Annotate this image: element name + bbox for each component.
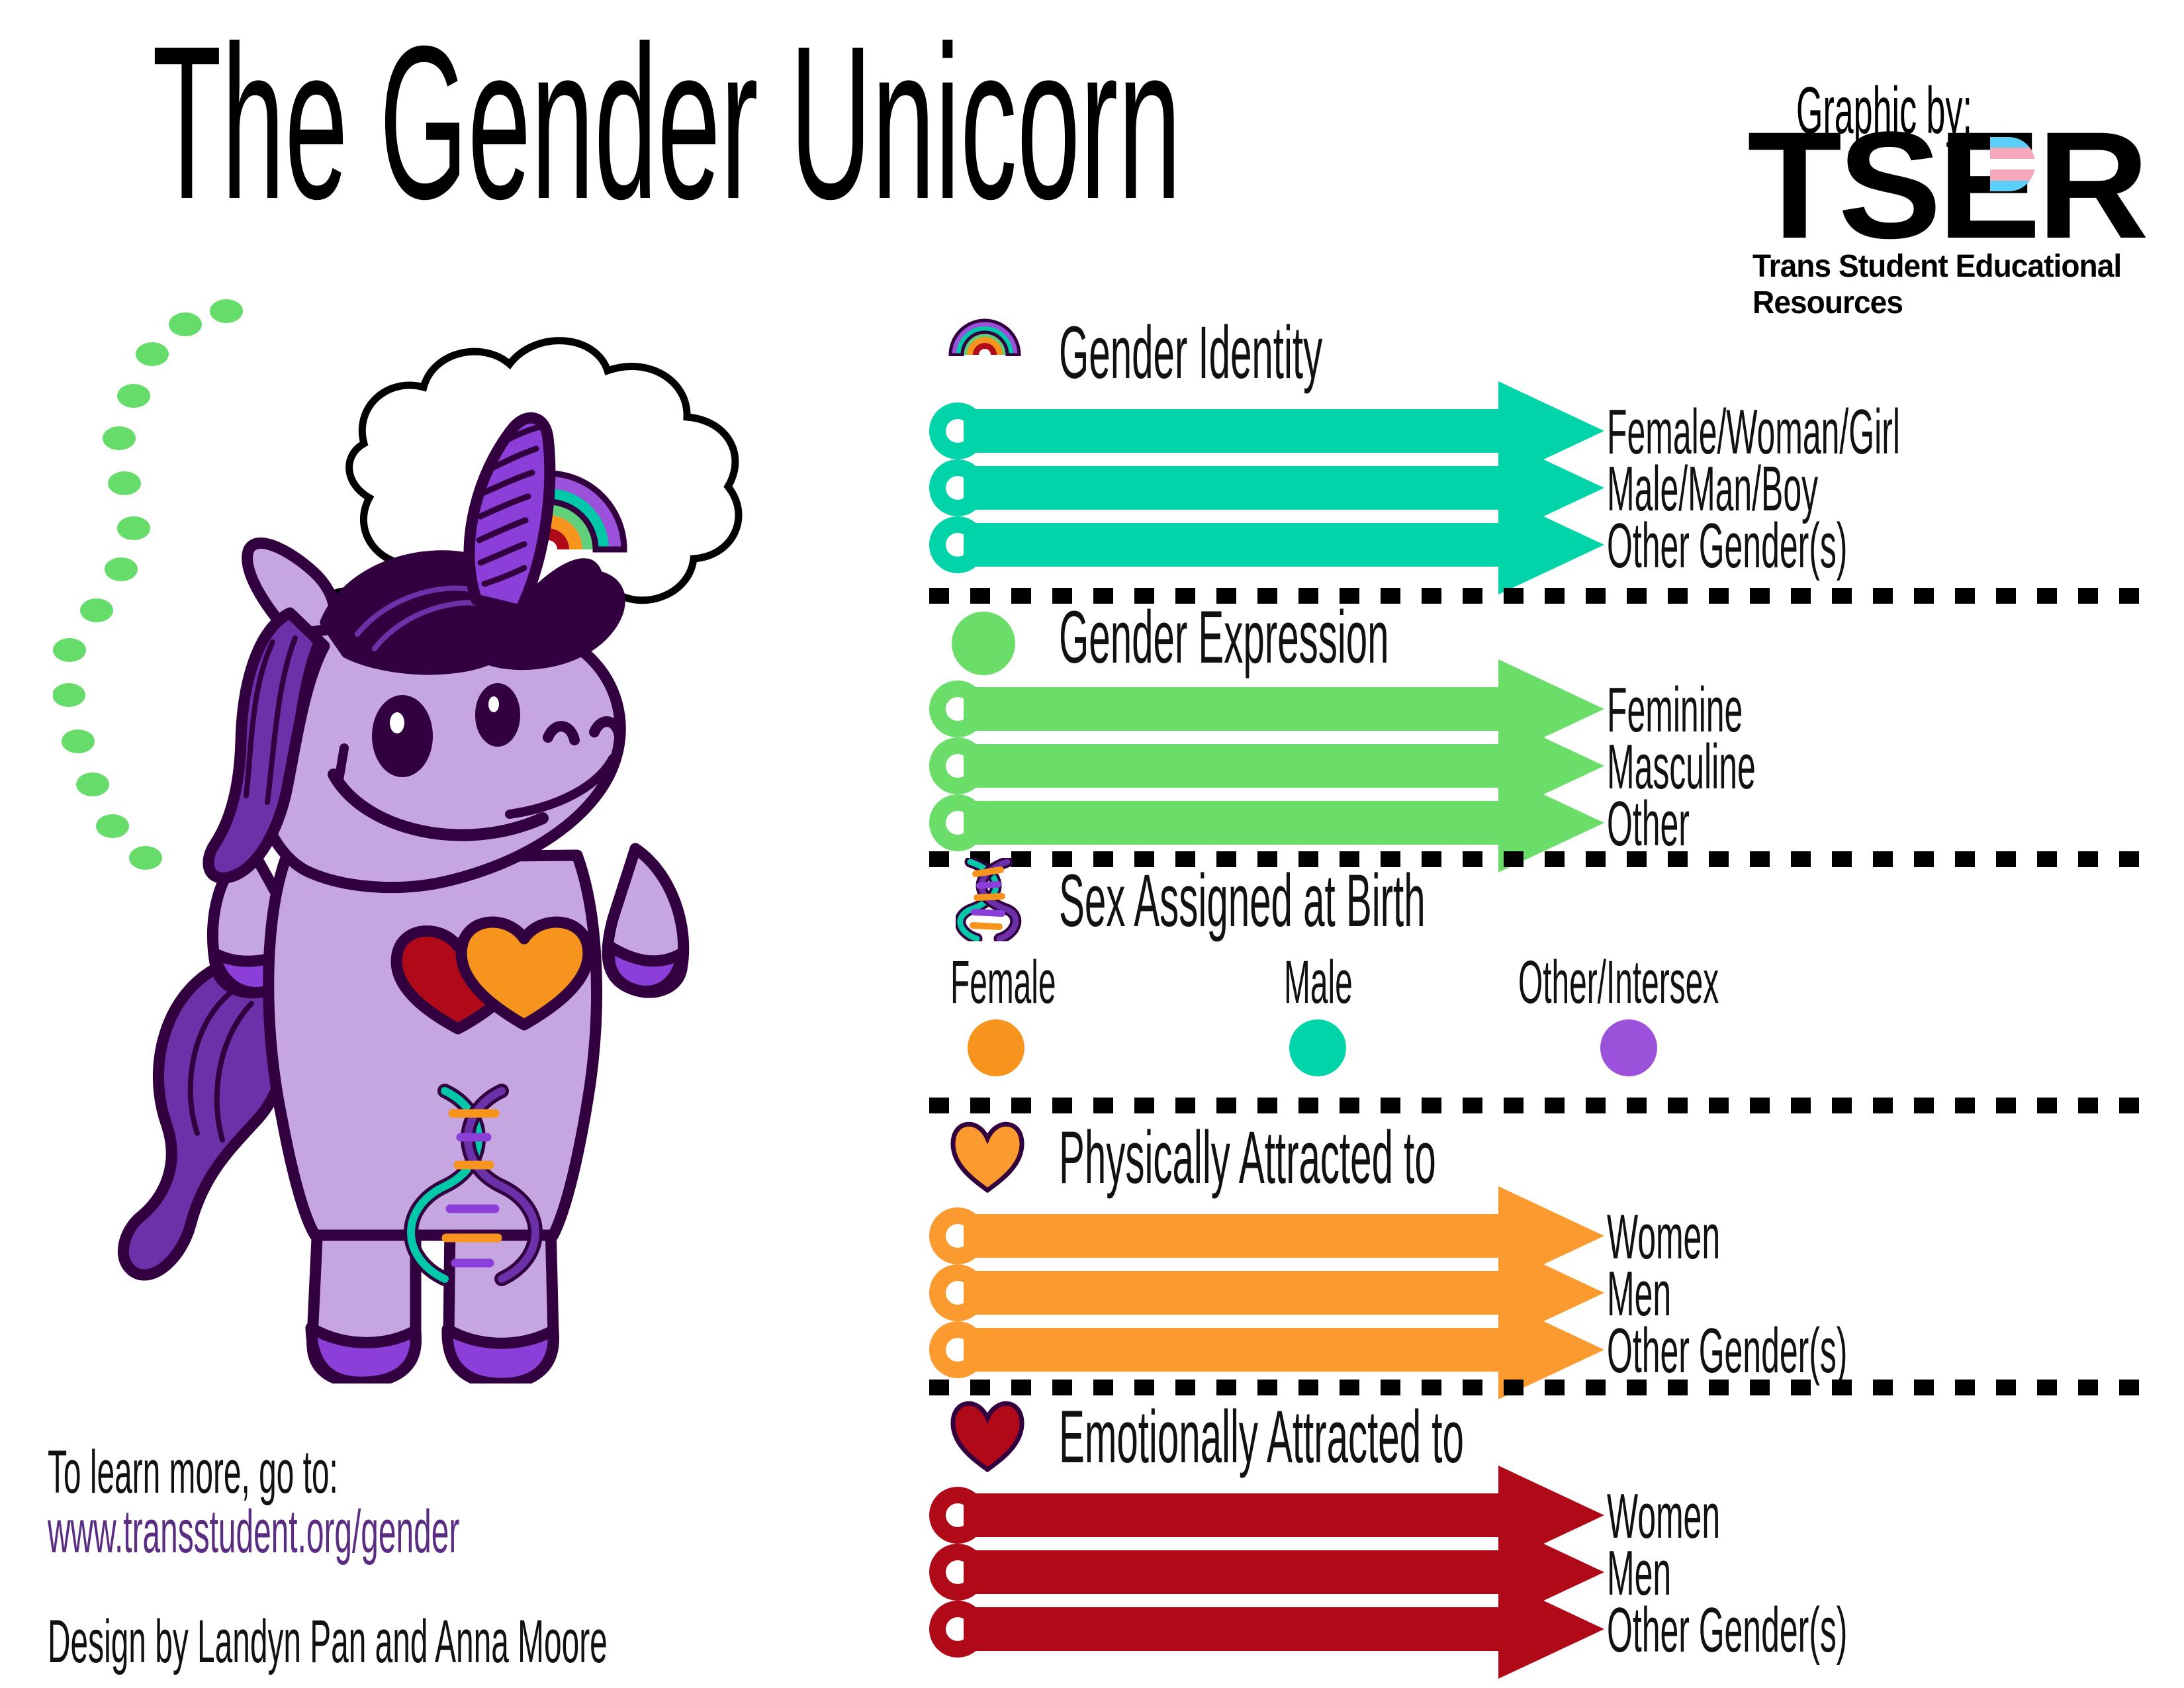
arrow-label-women-physical: Women	[1607, 1201, 1721, 1272]
tser-logo: TSER	[1747, 109, 2149, 261]
arrow-shaft	[964, 1271, 1508, 1315]
arrow-shaft	[964, 1328, 1508, 1372]
section-heading-physically-attracted-to: Physically Attracted to	[1059, 1116, 1436, 1199]
arrow-label-other: Other	[1607, 788, 1690, 859]
section-divider	[929, 1380, 2140, 1395]
arrow-label-men-physical: Men	[1607, 1258, 1672, 1329]
section-heading-emotionally-attracted-to: Emotionally Attracted to	[1059, 1395, 1464, 1478]
unicorn-left-eye	[372, 695, 433, 777]
arrow-shaft	[964, 1214, 1508, 1258]
unicorn-right-eye	[475, 683, 520, 747]
sab-dot-other-intersex[interactable]	[1600, 1019, 1657, 1076]
dna-tattoo	[404, 1084, 543, 1286]
arrow-label-other-genders-emotional: Other Gender(s)	[1607, 1595, 1848, 1665]
unicorn-tail	[117, 961, 294, 1281]
unicorn-smile	[328, 769, 549, 841]
rainbow-icon	[948, 318, 1021, 356]
arrow-head	[1498, 495, 1604, 594]
tser-logo-subtitle: Trans Student Educational Resources	[1752, 249, 2122, 320]
arrow-shaft	[964, 1550, 1508, 1594]
page-title: The Gender Unicorn	[152, 0, 1181, 244]
unicorn-torso	[263, 849, 603, 1241]
sab-dot-female[interactable]	[968, 1019, 1024, 1076]
dna-icon	[956, 858, 1022, 941]
arrow-label-men-emotional: Men	[1607, 1538, 1672, 1609]
sab-label-female: Female	[950, 949, 1056, 1016]
arrow-shaft	[964, 1607, 1508, 1651]
section-divider	[929, 851, 2140, 867]
arrow-shaft	[964, 523, 1508, 567]
arrow-label-female-woman-girl: Female/Woman/Girl	[1607, 397, 1900, 467]
section-heading-gender-identity: Gender Identity	[1059, 311, 1323, 394]
design-credit: Design by Landyn Pan and Anna Moore	[48, 1608, 608, 1675]
section-heading-sex-assigned-at-birth: Sex Assigned at Birth	[1059, 859, 1426, 942]
arrow-shaft	[964, 801, 1508, 845]
sab-label-male: Male	[1284, 949, 1353, 1016]
orange-heart-icon	[950, 1121, 1024, 1193]
section-divider	[929, 588, 2140, 604]
unicorn-horn	[463, 412, 556, 616]
transstudent-url-link[interactable]: www.transstudent.org/gender	[48, 1498, 460, 1566]
section-heading-gender-expression: Gender Expression	[1059, 596, 1389, 679]
arrow-head	[1498, 1579, 1604, 1679]
arrow-shaft	[964, 744, 1508, 788]
graphic-by-label: Graphic by:	[1796, 73, 1972, 148]
sab-dot-male[interactable]	[1289, 1019, 1346, 1076]
arrow-shaft	[964, 466, 1508, 510]
arrow-label-other-genders-physical: Other Gender(s)	[1607, 1315, 1848, 1386]
learn-more-label: To learn more, go to:	[48, 1438, 338, 1506]
arrow-label-other-genders: Other Gender(s)	[1607, 510, 1848, 581]
section-divider	[929, 1098, 2140, 1113]
arrow-label-feminine: Feminine	[1607, 675, 1743, 745]
green-circle-icon	[952, 612, 1015, 675]
green-dot-arc	[53, 299, 243, 870]
arrow-label-women-emotional: Women	[1607, 1481, 1721, 1552]
arrow-shaft	[964, 687, 1508, 731]
arrow-shaft	[964, 409, 1508, 453]
orange-heart-tattoo	[455, 916, 594, 1031]
arrow-label-masculine: Masculine	[1607, 731, 1756, 802]
tser-logo-letters: TSER	[1747, 100, 2149, 270]
arrow-label-male-man-boy: Male/Man/Boy	[1607, 453, 1819, 524]
red-heart-icon	[950, 1401, 1024, 1472]
sab-label-other-intersex: Other/Intersex	[1518, 949, 1719, 1016]
gender-unicorn-illustration	[53, 299, 743, 1383]
arrow-shaft	[964, 1493, 1508, 1537]
